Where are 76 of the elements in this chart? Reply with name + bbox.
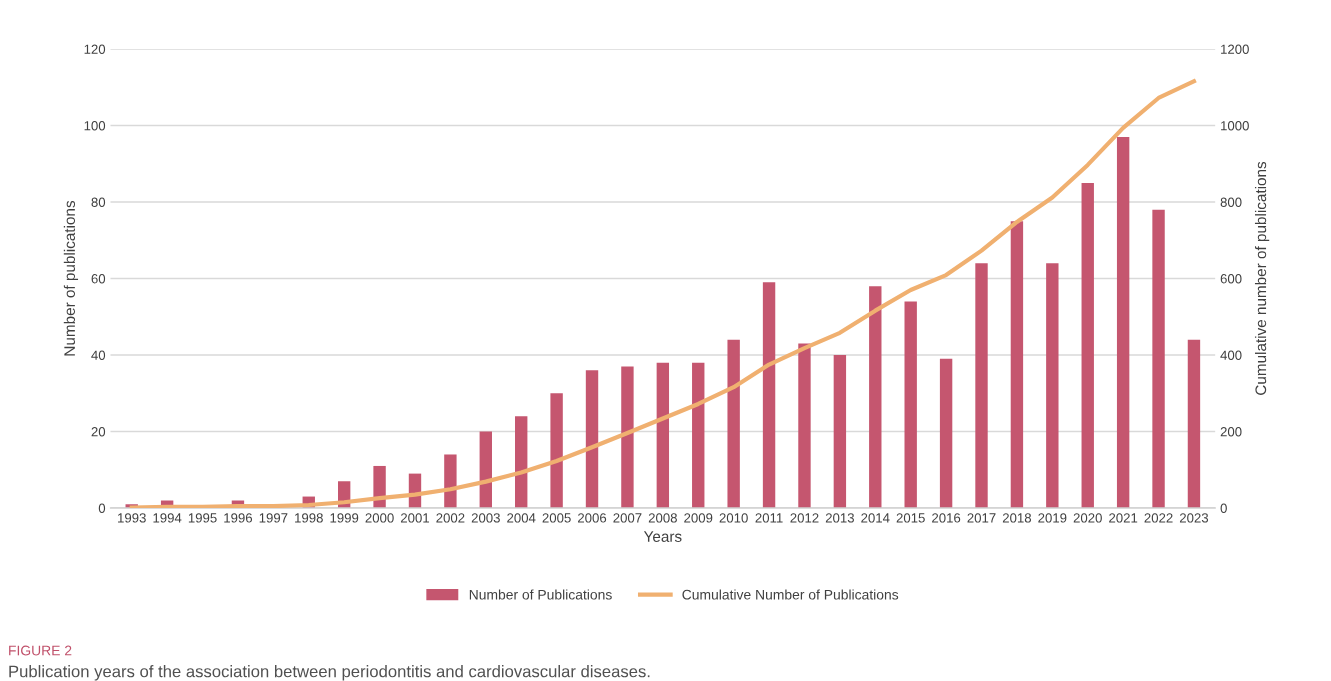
x-tick-label: 1999 (330, 513, 359, 523)
x-tick-label: 2017 (967, 513, 996, 523)
x-tick-label: 2009 (684, 513, 713, 523)
x-tick-label: 2006 (578, 513, 607, 523)
x-tick-label: 1993 (118, 513, 146, 523)
bar (833, 355, 847, 509)
y-tick-label: 120 (84, 44, 106, 54)
x-axis-title: Years (643, 531, 682, 542)
y-tick-label: 20 (91, 427, 106, 437)
bar (373, 465, 386, 509)
caption: FIGURE 2 (9, 645, 72, 656)
x-tick-label: 2020 (1073, 513, 1102, 523)
bar (798, 343, 811, 509)
x-tick-label: 2015 (896, 513, 925, 523)
line-series (129, 79, 1197, 509)
y-tick-label: 60 (91, 274, 106, 284)
x-tick-label: 1996 (224, 513, 253, 523)
x-tick-label: 2016 (932, 513, 961, 523)
y2-tick-label: 200 (1220, 427, 1242, 437)
x-tick-label: 2014 (861, 513, 890, 523)
y-tick-label: 100 (84, 121, 106, 131)
y2-tick-label: 400 (1220, 350, 1242, 360)
bar (656, 362, 670, 509)
legend-label: Cumulative Number of Publications (682, 589, 899, 600)
bar (515, 416, 528, 509)
x-tick-label: 2004 (507, 513, 536, 523)
bar (621, 366, 634, 509)
bar (869, 286, 882, 509)
bar (444, 454, 457, 509)
x-tick-label: 2001 (400, 513, 430, 523)
x-tick-label: 1994 (153, 513, 182, 523)
bar (1081, 182, 1094, 509)
y2-tick-label: 0 (1220, 503, 1227, 513)
x-tick-label: 2013 (825, 513, 854, 523)
x-tick-label: 2019 (1038, 513, 1067, 523)
x-tick-label: 2000 (365, 513, 394, 523)
bar (479, 431, 492, 509)
bar (1046, 263, 1059, 509)
bar (727, 339, 740, 509)
y-tick-label: 40 (91, 350, 106, 360)
y-tick-label: 80 (91, 197, 106, 207)
x-tick-label: 2022 (1144, 513, 1173, 523)
x-tick-label: 2021 (1109, 513, 1138, 523)
bar (1116, 137, 1130, 509)
bar (975, 263, 988, 509)
y2-tick-label: 1200 (1221, 44, 1249, 54)
x-tick-label: 2003 (471, 513, 500, 523)
x-tick-label: 2023 (1179, 513, 1209, 523)
bar (550, 393, 563, 509)
y-tick-label: 0 (98, 503, 106, 513)
x-tick-label: 2008 (648, 513, 677, 523)
x-tick-label: 1995 (188, 513, 217, 523)
x-tick-label: 2007 (613, 513, 642, 523)
legend-label: Number of Publications (469, 589, 612, 600)
bar (692, 362, 705, 509)
bar (1010, 221, 1024, 509)
bar (1152, 209, 1165, 509)
x-tick-label: 1998 (295, 513, 323, 523)
x-tick-label: 2005 (542, 513, 571, 523)
x-tick-label: 2012 (790, 513, 819, 523)
y2-tick-label: 1000 (1221, 121, 1249, 131)
y2-tick-label: 800 (1220, 197, 1242, 207)
x-tick-label: 1997 (259, 513, 288, 523)
bar (1187, 339, 1201, 509)
bar (939, 358, 953, 509)
y2-axis-title: Cumulative number of publications (1254, 161, 1270, 395)
x-tick-label: 2010 (719, 513, 748, 523)
x-tick-label: 2011 (755, 513, 783, 523)
bar (762, 282, 776, 509)
y2-tick-label: 600 (1220, 274, 1242, 284)
text: Publication years of the association between periodontitis and cardiovascular diseases. (9, 665, 650, 681)
y-axis-title: Number of publications (63, 200, 79, 356)
x-tick-label: 2018 (1002, 513, 1032, 523)
x-tick-label: 2002 (436, 513, 465, 523)
bar (904, 301, 917, 509)
bar (585, 370, 599, 509)
